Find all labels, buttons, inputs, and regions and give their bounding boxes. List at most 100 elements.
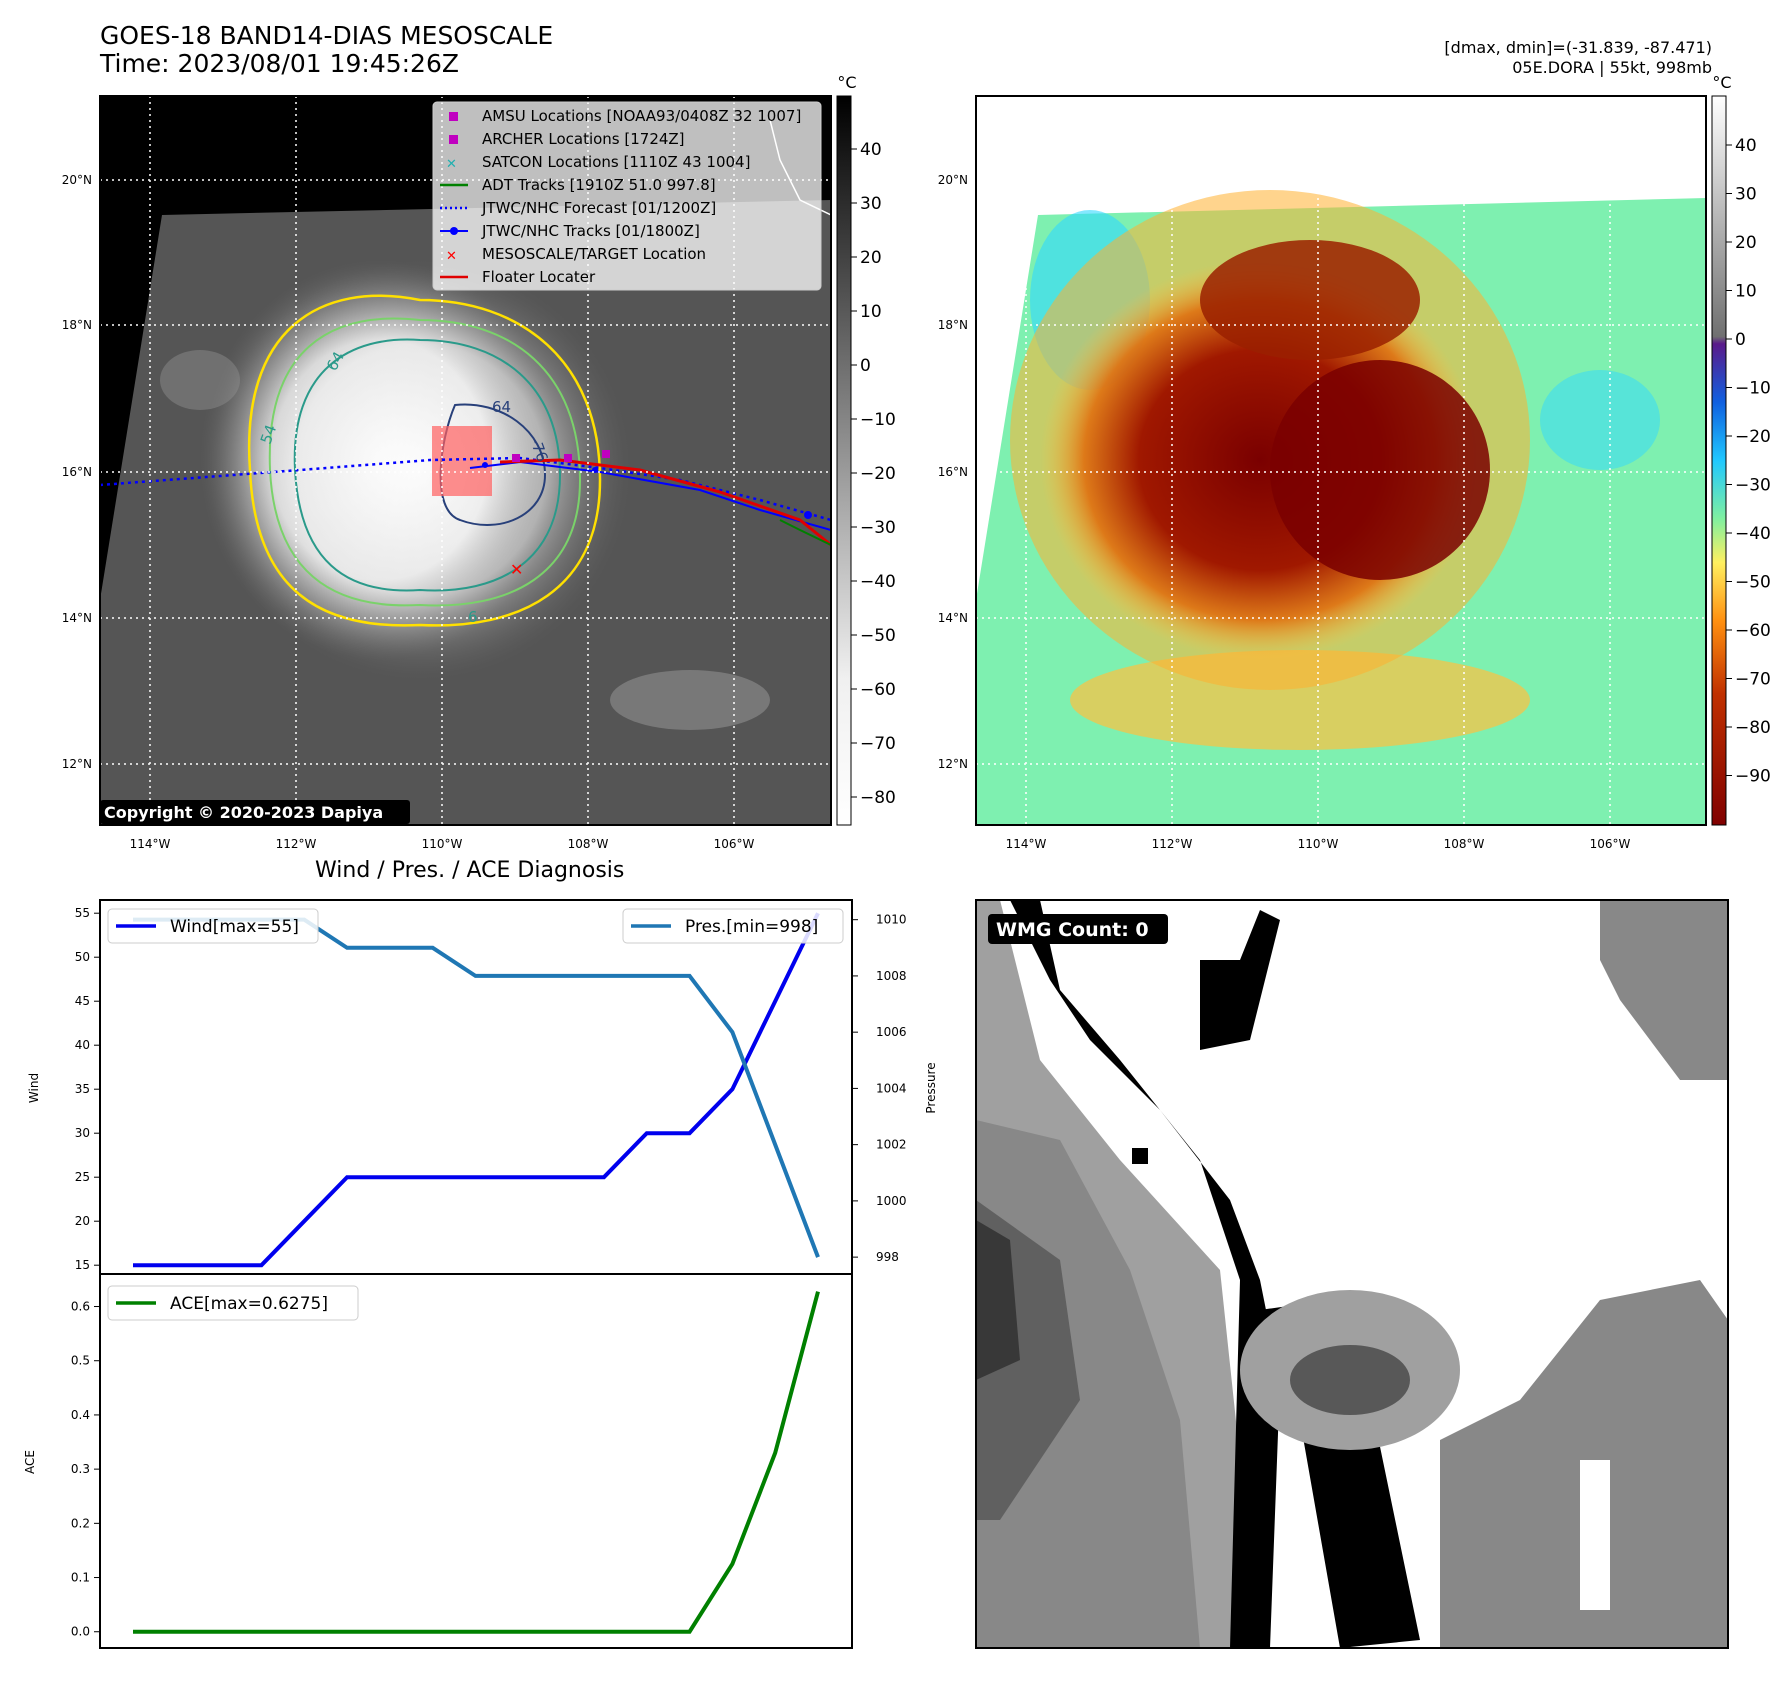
- ace-tick-label: 0.2: [71, 1516, 90, 1530]
- colorbar-left-unit: °C: [837, 73, 856, 92]
- wmg-eye-core: [1290, 1345, 1410, 1415]
- floater-locater-track: [499, 458, 831, 547]
- map-frame-left: [99, 95, 832, 826]
- colorbar-tick-label: −20: [1735, 427, 1771, 447]
- legend-forecast: JTWC/NHC Forecast [01/1200Z]: [481, 199, 716, 217]
- lat-label: 14°N: [62, 611, 92, 625]
- cold-patch: [1540, 370, 1660, 470]
- wmg-region-black: [1200, 910, 1280, 1050]
- pressure-tick-label: 998: [876, 1250, 899, 1264]
- chart-title: GOES-18 BAND14-DIAS MESOSCALE: [100, 21, 554, 50]
- wind-tick-label: 35: [75, 1082, 90, 1096]
- lon-label: 106°W: [1590, 837, 1631, 851]
- colorbar-tick-label: −50: [860, 626, 896, 646]
- lat-label: 12°N: [62, 757, 92, 771]
- colorbar-tick-label: −10: [860, 410, 896, 430]
- lat-label: 16°N: [938, 465, 968, 479]
- archer-marker: [564, 454, 572, 462]
- wmg-speck: [1132, 1148, 1148, 1164]
- storm-eyewall-right: [1270, 360, 1490, 580]
- wind-ticks: 55 50 45 40 35 30 25 20 15: [75, 906, 100, 1272]
- dmax-dmin-readout: [dmax, dmin]=(-31.839, -87.471): [1444, 38, 1712, 57]
- colorbar-right-unit: °C: [1712, 73, 1731, 92]
- wind-tick-label: 50: [75, 950, 90, 964]
- jtwc-track-point: [482, 462, 488, 468]
- colorbar-tick-label: −40: [1735, 524, 1771, 544]
- wind-tick-label: 40: [75, 1038, 90, 1052]
- mesoscale-target-marker: ✕: [510, 560, 523, 579]
- legend-floater: Floater Locater: [482, 268, 596, 286]
- pressure-axis-label: Pressure: [924, 1062, 938, 1113]
- ace-axes: [99, 1273, 853, 1649]
- contour-label: 54: [257, 422, 280, 446]
- lon-label: 106°W: [714, 837, 755, 851]
- legend-target: MESOSCALE/TARGET Location: [482, 245, 706, 263]
- right-map-panel: 114°W 112°W 110°W 108°W 106°W 20°N 18°N …: [938, 73, 1771, 851]
- wmg-frame: [975, 899, 1729, 1649]
- ace-tick-label: 0.5: [71, 1354, 90, 1368]
- pressure-tick-label: 1004: [876, 1081, 907, 1095]
- wind-tick-label: 45: [75, 994, 90, 1008]
- copyright-text: Copyright © 2020-2023 Dapiya: [104, 803, 383, 822]
- map-frame-right: [975, 95, 1707, 826]
- contour-green: [268, 317, 582, 607]
- map-legend: AMSU Locations [NOAA93/0408Z 32 1007] AR…: [432, 101, 822, 291]
- ace-line: [133, 1291, 820, 1634]
- wind-tick-label: 15: [75, 1258, 90, 1272]
- storm-band-right: [1200, 240, 1420, 360]
- wind-legend: Wind[max=55]: [170, 917, 299, 937]
- left-map-panel: ✕ 64 64 -76 54 6: [62, 73, 896, 851]
- legend-adt: ADT Tracks [1910Z 51.0 997.8]: [482, 176, 716, 194]
- ace-tick-label: 0.3: [71, 1462, 90, 1476]
- contour-label: 64: [492, 398, 511, 416]
- colorbar-tick-label: −90: [1735, 767, 1771, 787]
- colorbar-tick-label: −60: [1735, 621, 1771, 641]
- cloud-patch: [610, 670, 770, 730]
- colorbar-tick-label: 30: [860, 194, 882, 214]
- lon-label: 110°W: [1298, 837, 1339, 851]
- lat-label: 18°N: [938, 318, 968, 332]
- wind-tick-label: 25: [75, 1170, 90, 1184]
- lon-label: 108°W: [1444, 837, 1485, 851]
- colorbar-tick-label: −70: [860, 734, 896, 754]
- legend-target-swatch: ✕: [446, 249, 457, 264]
- lon-label: 114°W: [130, 837, 171, 851]
- ace-tick-label: 0.1: [71, 1571, 90, 1585]
- wind-line: [133, 912, 820, 1268]
- colorbar-left: [836, 95, 852, 826]
- colorbar-tick-label: 10: [1735, 282, 1757, 302]
- lon-label: 112°W: [276, 837, 317, 851]
- colorbar-tick-label: −80: [1735, 718, 1771, 738]
- colorbar-tick-label: 0: [1735, 330, 1746, 350]
- colorbar-right-ticks: 40 30 20 10 0 −10 −20 −30 −40 −50 −60 −70 −80 −90: [1726, 136, 1771, 787]
- wmg-region-gray: [1600, 900, 1728, 1080]
- legend-tracks: JTWC/NHC Tracks [01/1800Z]: [481, 222, 700, 240]
- colorbar-left-ticks: 40 30 20 10 0 −10 −20 −30 −40 −50 −60 −70 −80: [851, 140, 896, 808]
- wind-tick-label: 20: [75, 1214, 90, 1228]
- colorbar-tick-label: −30: [860, 518, 896, 538]
- wind-tick-label: 30: [75, 1126, 90, 1140]
- legend-amsu: AMSU Locations [NOAA93/0408Z 32 1007]: [482, 107, 801, 125]
- pressure-tick-label: 1008: [876, 969, 907, 983]
- legend-archer: ARCHER Locations [1724Z]: [482, 130, 685, 148]
- pressure-legend-box: [622, 908, 844, 944]
- colorbar-tick-label: 0: [860, 356, 871, 376]
- wmg-region-black: [1010, 900, 1280, 1648]
- jtwc-track-point: [804, 511, 812, 519]
- colorbar-tick-label: 20: [1735, 233, 1757, 253]
- ace-ticks: 0.6 0.5 0.4 0.3 0.2 0.1 0.0: [71, 1300, 100, 1639]
- adt-track: [779, 519, 831, 546]
- pressure-tick-label: 1006: [876, 1025, 907, 1039]
- wmg-region-darker: [976, 1220, 1020, 1380]
- pressure-tick-label: 1002: [876, 1138, 907, 1152]
- lat-label: 18°N: [62, 318, 92, 332]
- colorbar-tick-label: −20: [860, 464, 896, 484]
- lon-label: 108°W: [568, 837, 609, 851]
- legend-archer-swatch: [449, 135, 458, 144]
- colorbar-tick-label: 30: [1735, 185, 1757, 205]
- lon-label: 110°W: [422, 837, 463, 851]
- wmg-count-badge: [988, 914, 1168, 944]
- colorbar-tick-label: −10: [1735, 379, 1771, 399]
- colorbar-tick-label: 40: [860, 140, 882, 160]
- ace-legend-box: [107, 1285, 359, 1321]
